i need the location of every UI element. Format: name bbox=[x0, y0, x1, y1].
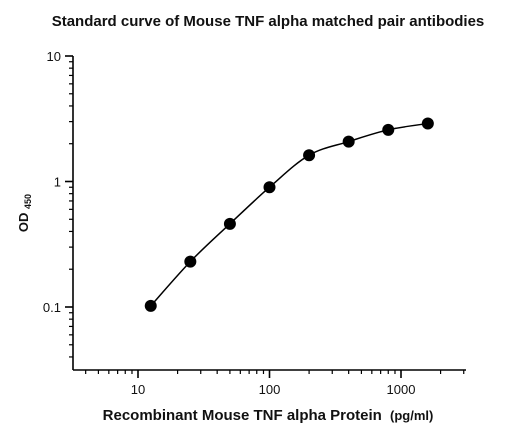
x-tick-label: 1000 bbox=[387, 382, 416, 397]
data-point bbox=[342, 135, 355, 148]
y-tick-label: 10 bbox=[47, 49, 61, 64]
data-point bbox=[144, 299, 157, 312]
data-point bbox=[223, 217, 236, 230]
svg-text:Recombinant Mouse TNF alpha Pr: Recombinant Mouse TNF alpha Protein (pg/… bbox=[103, 407, 434, 424]
data-point bbox=[303, 149, 316, 162]
fit-curve bbox=[150, 122, 428, 307]
y-tick-label: 1 bbox=[54, 175, 61, 190]
y-tick-label: 0.1 bbox=[43, 300, 61, 315]
x-axis-title: Recombinant Mouse TNF alpha Protein (pg/… bbox=[103, 407, 434, 424]
x-tick-label: 10 bbox=[131, 382, 145, 397]
chart-title: Standard curve of Mouse TNF alpha matche… bbox=[52, 13, 485, 30]
data-point bbox=[421, 117, 434, 130]
x-tick-label: 100 bbox=[259, 382, 281, 397]
plot-area: 0.1 1 10 10 100 1000 bbox=[43, 49, 466, 397]
x-axis-label: Recombinant Mouse TNF alpha Protein bbox=[103, 407, 382, 424]
data-point bbox=[184, 255, 197, 268]
data-point bbox=[382, 123, 395, 136]
y-axis-ticks: 0.1 1 10 bbox=[43, 49, 73, 358]
y-axis-label-subscript: 450 bbox=[23, 194, 33, 209]
x-axis-unit: (pg/ml) bbox=[390, 408, 433, 423]
data-point bbox=[263, 181, 276, 194]
x-axis-ticks: 10 100 1000 bbox=[85, 370, 465, 397]
y-axis-label: OD bbox=[16, 213, 31, 233]
y-axis-title: OD 450 bbox=[16, 194, 33, 232]
data-points bbox=[144, 117, 434, 312]
svg-text:OD 450: OD 450 bbox=[16, 194, 33, 232]
